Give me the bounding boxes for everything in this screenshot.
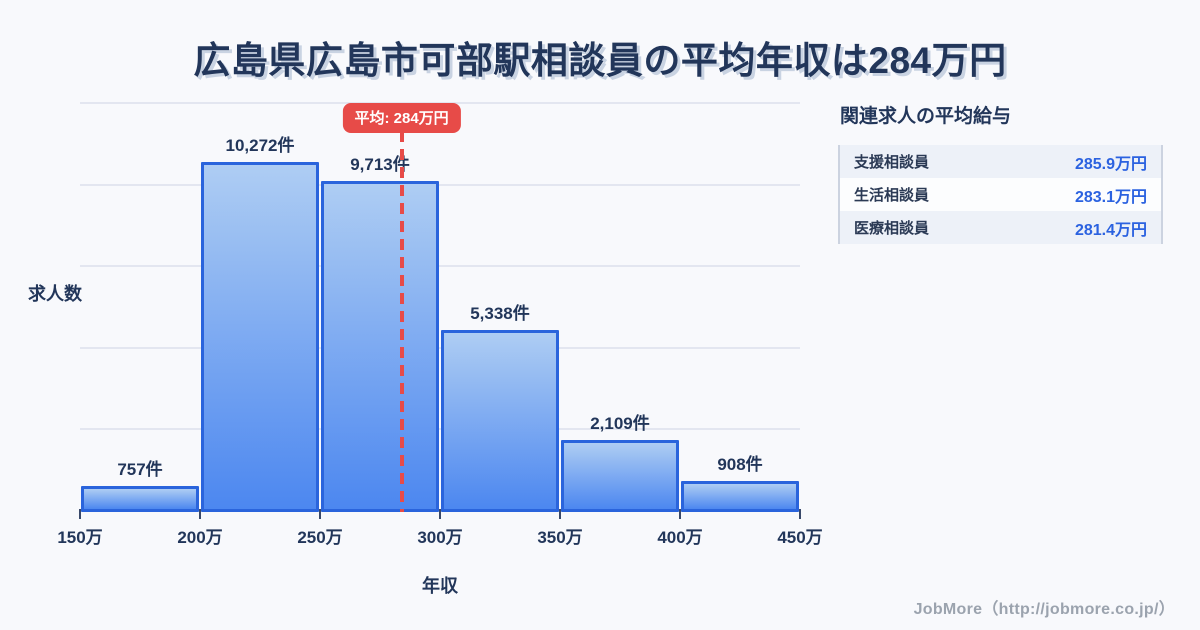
average-line — [399, 131, 404, 512]
x-tick-mark — [199, 509, 201, 519]
related-job-label: 支援相談員 — [854, 154, 930, 171]
related-jobs-list: 支援相談員 285.9万円生活相談員 283.1万円医療相談員 281.4万円 — [838, 145, 1163, 244]
x-tick-label: 200万 — [177, 528, 223, 547]
gridline — [80, 183, 800, 186]
footer-credit: JobMore（http://jobmore.co.jp/） — [913, 601, 1175, 618]
histogram-bar — [81, 486, 199, 512]
bar-value-label: 9,713件 — [350, 155, 410, 174]
histogram-bar — [321, 181, 439, 512]
gridline — [80, 346, 800, 349]
gridline — [80, 265, 800, 267]
x-tick-mark — [799, 509, 801, 519]
bar-value-label: 908件 — [717, 455, 763, 474]
related-job-label: 生活相談員 — [854, 187, 930, 204]
bar-value-label: 757件 — [117, 460, 163, 479]
related-job-row: 支援相談員 285.9万円 — [840, 145, 1161, 178]
histogram-bar — [441, 330, 559, 512]
gridline — [80, 428, 800, 430]
y-axis-label: 求人数 — [28, 284, 82, 304]
histogram-bar — [201, 162, 319, 512]
related-job-salary: 283.1万円 — [1074, 188, 1147, 206]
x-tick-label: 150万 — [57, 528, 103, 547]
x-axis-label: 年収 — [422, 576, 458, 596]
histogram-bar — [681, 481, 799, 512]
page-title: 広島県広島市可部駅相談員の平均年収は284万円 — [193, 40, 1007, 81]
related-job-label: 医療相談員 — [854, 220, 930, 237]
x-tick-mark — [319, 509, 321, 519]
related-job-salary: 281.4万円 — [1074, 221, 1147, 239]
related-job-row: 生活相談員 283.1万円 — [840, 178, 1161, 211]
x-tick-mark — [439, 509, 441, 519]
x-tick-mark — [559, 509, 561, 519]
related-jobs-panel-title: 関連求人の平均給与 — [840, 106, 1012, 127]
x-tick-mark — [79, 509, 81, 519]
x-tick-mark — [679, 509, 681, 519]
bar-value-label: 2,109件 — [590, 414, 650, 433]
x-tick-label: 400万 — [657, 528, 703, 547]
bar-value-label: 10,272件 — [225, 136, 295, 155]
salary-histogram-chart: 求人数 757件 10,272件 9,713件 5,338件 2,109件 908件 平均… — [28, 95, 823, 596]
histogram-bar — [561, 440, 679, 512]
x-tick-label: 450万 — [777, 528, 823, 547]
x-tick-label: 350万 — [537, 528, 583, 547]
x-tick-label: 300万 — [417, 528, 463, 547]
average-salary-badge: 平均: 284万円 — [342, 103, 461, 133]
related-job-salary: 285.9万円 — [1074, 155, 1147, 173]
plot-area: 757件 10,272件 9,713件 5,338件 2,109件 908件 — [80, 95, 800, 512]
related-job-row: 医療相談員 281.4万円 — [840, 211, 1161, 244]
x-tick-label: 250万 — [297, 528, 343, 547]
bar-value-label: 5,338件 — [470, 304, 530, 323]
